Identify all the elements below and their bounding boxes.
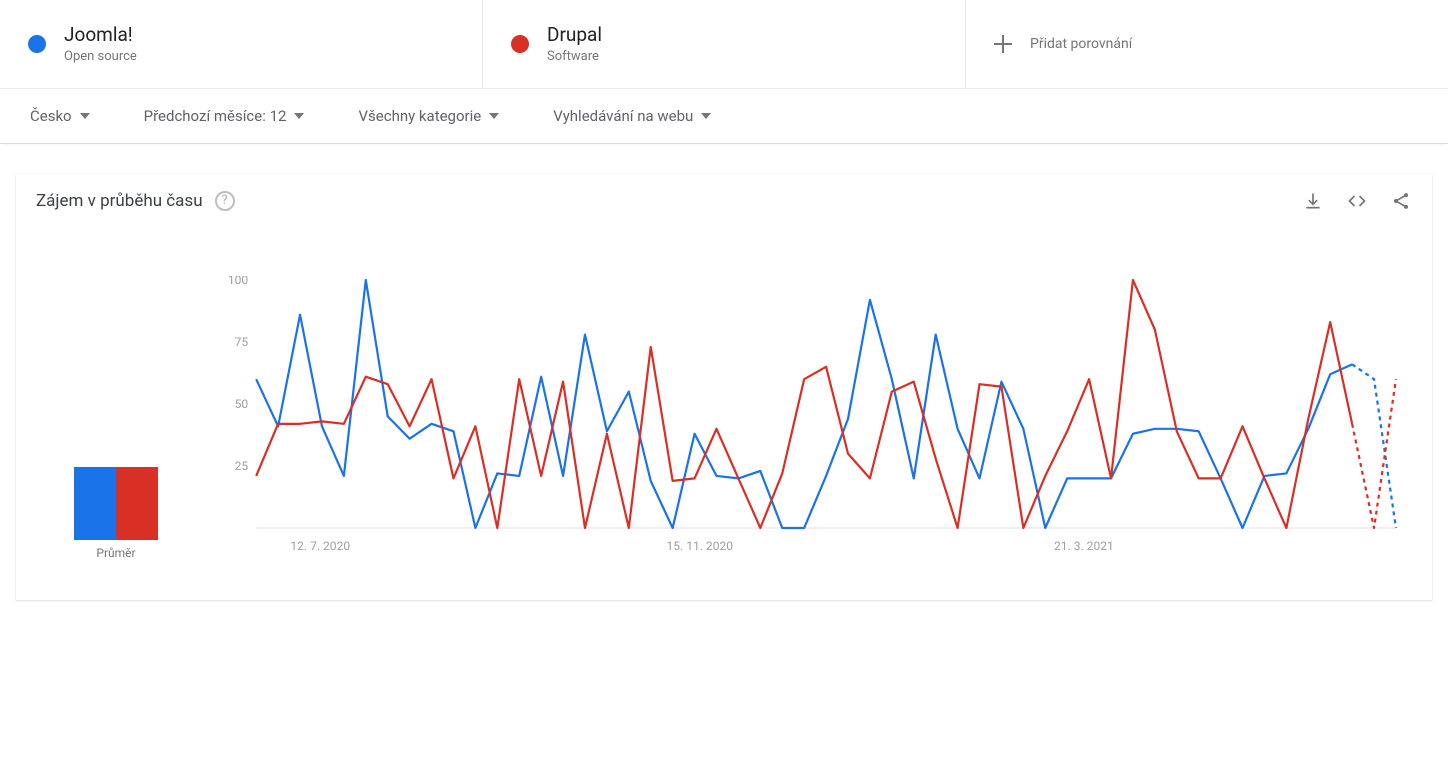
card-header: Zájem v průběhu času ? xyxy=(16,174,1432,216)
category-filter-label: Všechny kategorie xyxy=(358,107,481,125)
chevron-down-icon xyxy=(80,113,90,119)
category-filter[interactable]: Všechny kategorie xyxy=(358,107,499,125)
searchtype-filter[interactable]: Vyhledávání na webu xyxy=(553,107,711,125)
svg-text:25: 25 xyxy=(235,459,249,473)
average-label: Průměr xyxy=(96,546,135,560)
chevron-down-icon xyxy=(294,113,304,119)
svg-text:21. 3. 2021: 21. 3. 2021 xyxy=(1054,539,1114,553)
compare-item-drupal[interactable]: Drupal Software xyxy=(483,0,966,88)
term-sublabel: Open source xyxy=(64,49,137,64)
term-label: Joomla! xyxy=(64,24,137,47)
share-icon[interactable] xyxy=(1390,190,1412,212)
color-dot-series-1 xyxy=(511,35,529,53)
filters-bar: Česko Předchozí měsíce: 12 Všechny kateg… xyxy=(0,89,1448,144)
plus-icon xyxy=(994,35,1012,53)
svg-text:100: 100 xyxy=(228,276,249,287)
region-filter[interactable]: Česko xyxy=(30,107,90,125)
searchtype-filter-label: Vyhledávání na webu xyxy=(553,107,693,125)
download-icon[interactable] xyxy=(1302,190,1324,212)
svg-text:50: 50 xyxy=(235,397,249,411)
svg-text:75: 75 xyxy=(235,335,249,349)
svg-text:12. 7. 2020: 12. 7. 2020 xyxy=(290,539,350,553)
timerange-filter[interactable]: Předchozí měsíce: 12 xyxy=(144,107,305,125)
term-sublabel: Software xyxy=(547,49,602,64)
chevron-down-icon xyxy=(701,113,711,119)
term-label: Drupal xyxy=(547,24,602,47)
embed-icon[interactable] xyxy=(1346,190,1368,212)
compare-item-joomla[interactable]: Joomla! Open source xyxy=(0,0,483,88)
average-column: Průměr xyxy=(46,276,186,560)
average-bars xyxy=(74,464,158,540)
add-comparison-button[interactable]: Přidat porovnání xyxy=(966,0,1448,88)
chevron-down-icon xyxy=(489,113,499,119)
add-comparison-label: Přidat porovnání xyxy=(1030,36,1132,52)
comparison-header: Joomla! Open source Drupal Software Přid… xyxy=(0,0,1448,89)
timerange-filter-label: Předchozí měsíce: 12 xyxy=(144,107,287,125)
card-actions xyxy=(1302,190,1412,212)
region-filter-label: Česko xyxy=(30,107,72,125)
svg-text:15. 11. 2020: 15. 11. 2020 xyxy=(667,539,734,553)
line-chart: 25 50 75 100 12. 7. 2020 15. 11. 2020 21. 3. 2… xyxy=(216,276,1402,556)
card-title-text: Zájem v průběhu času xyxy=(36,191,203,211)
color-dot-series-0 xyxy=(28,35,46,53)
interest-over-time-card: Zájem v průběhu času ? Průměr 25 50 75 100 1… xyxy=(16,174,1432,600)
help-icon[interactable]: ? xyxy=(215,191,235,211)
card-title: Zájem v průběhu času ? xyxy=(36,191,235,211)
